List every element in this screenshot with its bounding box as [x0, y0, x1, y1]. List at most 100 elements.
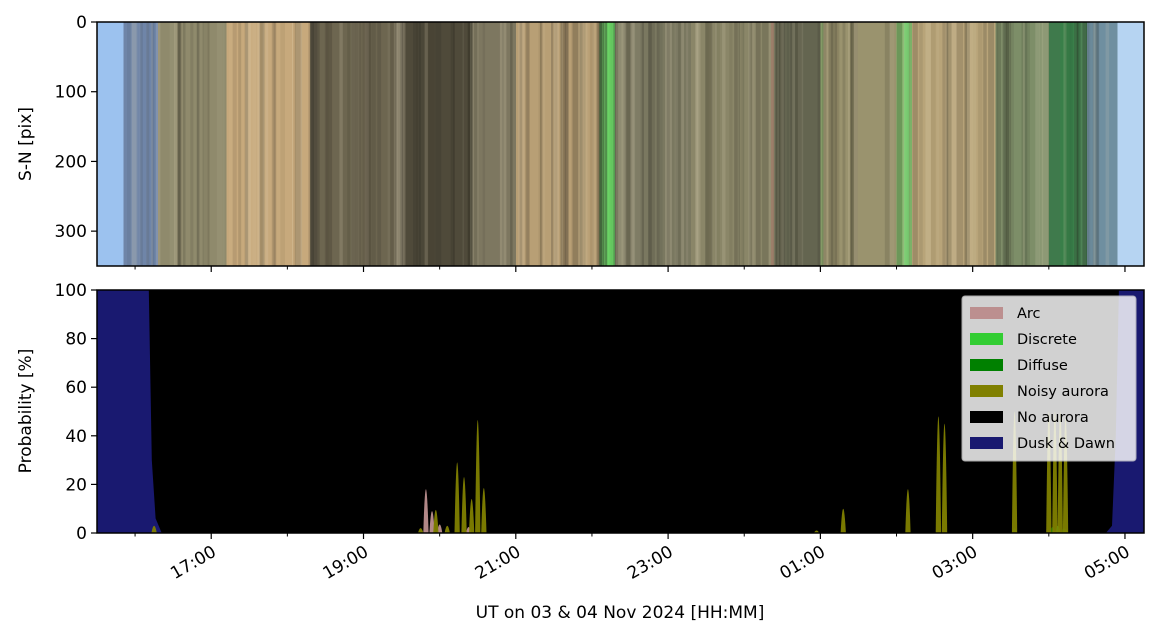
- x-axis-label: UT on 03 & 04 Nov 2024 [HH:MM]: [476, 603, 765, 623]
- keogram-streak: [734, 22, 738, 266]
- keogram-streak: [602, 22, 604, 266]
- keogram-streak: [156, 22, 161, 266]
- series-peak-noisy-aurora: [151, 525, 157, 533]
- top-panel: 0 100 200 300 S-N [pix]: [16, 13, 1145, 272]
- keogram-streak: [228, 22, 233, 266]
- series-peak-noisy-aurora: [454, 462, 460, 533]
- top-axes-frame: [96, 21, 1145, 267]
- keogram-streak: [351, 22, 359, 266]
- keogram-streak: [828, 22, 834, 266]
- keogram-streak: [1064, 22, 1071, 266]
- keogram-streak: [169, 22, 176, 266]
- bottom-y-tick-label: 40: [65, 427, 87, 447]
- keogram-streak: [261, 22, 264, 266]
- keogram-streak: [308, 22, 314, 266]
- keogram-streak: [787, 22, 789, 266]
- legend-swatch: [970, 359, 1003, 371]
- keogram-streak: [656, 22, 663, 266]
- keogram-streak: [183, 22, 186, 266]
- keogram-streak: [371, 22, 376, 266]
- keogram-streak: [273, 22, 276, 266]
- keogram-streak: [792, 22, 796, 266]
- series-peak-noisy-aurora: [905, 489, 911, 533]
- keogram-streak: [1074, 22, 1079, 266]
- keogram-streak: [851, 22, 858, 266]
- keogram-streak: [311, 22, 318, 266]
- keogram-streak: [850, 22, 853, 266]
- keogram-streak: [472, 22, 479, 266]
- keogram-streak: [738, 22, 741, 266]
- series-peak-noisy-aurora: [475, 420, 481, 533]
- keogram-streak: [696, 22, 699, 266]
- keogram-streak: [560, 22, 565, 266]
- keogram-streak: [526, 22, 529, 266]
- keogram-streak: [550, 22, 556, 266]
- keogram-streak: [364, 22, 369, 266]
- keogram-streak: [177, 22, 181, 266]
- keogram-streak: [665, 22, 672, 266]
- keogram-aurora-streak: [904, 22, 910, 266]
- keogram-streak: [964, 22, 970, 266]
- keogram-streak: [583, 22, 586, 266]
- bottom-x-tick-label: 03:00: [929, 542, 981, 584]
- keogram-streak: [519, 22, 523, 266]
- keogram-streak: [695, 22, 701, 266]
- keogram-streak: [540, 22, 542, 266]
- keogram-streak: [686, 22, 689, 266]
- keogram-streak: [252, 22, 258, 266]
- bottom-x-tick-label: 17:00: [167, 542, 219, 584]
- keogram-streak: [293, 22, 295, 266]
- keogram-streak: [951, 22, 957, 266]
- legend-entry-label: Dusk & Dawn: [1017, 436, 1115, 452]
- keogram-streak: [127, 22, 131, 266]
- keogram-streak: [966, 22, 973, 266]
- keogram-streak: [842, 22, 846, 266]
- keogram-streak: [130, 22, 138, 266]
- keogram-streak: [1002, 22, 1009, 266]
- keogram-streak: [884, 22, 890, 266]
- bottom-axes-frame: [96, 289, 1145, 534]
- keogram-streak: [312, 22, 320, 266]
- keogram-streak: [1105, 22, 1110, 266]
- keogram-streak: [467, 22, 473, 266]
- keogram-texture: [127, 22, 1110, 266]
- keogram-streak: [605, 22, 608, 266]
- keogram-streak: [621, 22, 623, 266]
- keogram-streak: [424, 22, 428, 266]
- keogram-streak: [965, 22, 967, 266]
- keogram-streak: [577, 22, 582, 266]
- top-y-tick-label: 300: [55, 222, 87, 242]
- keogram-streak: [714, 22, 720, 266]
- keogram-streak: [271, 22, 277, 266]
- keogram-streak: [1003, 22, 1007, 266]
- keogram-streak: [714, 22, 717, 266]
- keogram-streak: [561, 22, 563, 266]
- legend-entry-label: Arc: [1017, 306, 1041, 322]
- bottom-x-tick-label: 05:00: [1081, 542, 1133, 584]
- keogram-streak: [355, 22, 360, 266]
- keogram-streak: [896, 22, 903, 266]
- keogram-streak: [742, 22, 745, 266]
- keogram-streak: [366, 22, 371, 266]
- keogram-streak: [822, 22, 824, 266]
- keogram-streak: [238, 22, 242, 266]
- top-y-tick-label: 100: [55, 83, 87, 103]
- keogram-streak: [853, 22, 858, 266]
- keogram-streak: [590, 22, 594, 266]
- keogram-streak: [580, 22, 583, 266]
- keogram-streak: [197, 22, 200, 266]
- legend-swatch: [970, 411, 1003, 423]
- keogram-streak: [978, 22, 983, 266]
- keogram-aurora-streak: [770, 22, 774, 266]
- keogram-streak: [462, 22, 465, 266]
- keogram-streak: [403, 22, 405, 266]
- keogram-streak: [1024, 22, 1030, 266]
- keogram-streak: [648, 22, 655, 266]
- keogram-streak: [1006, 22, 1012, 266]
- keogram-streak: [540, 22, 546, 266]
- keogram-streak: [579, 22, 587, 266]
- keogram-streak: [656, 22, 660, 266]
- keogram-streak: [944, 22, 952, 266]
- dusk-area: [97, 290, 162, 533]
